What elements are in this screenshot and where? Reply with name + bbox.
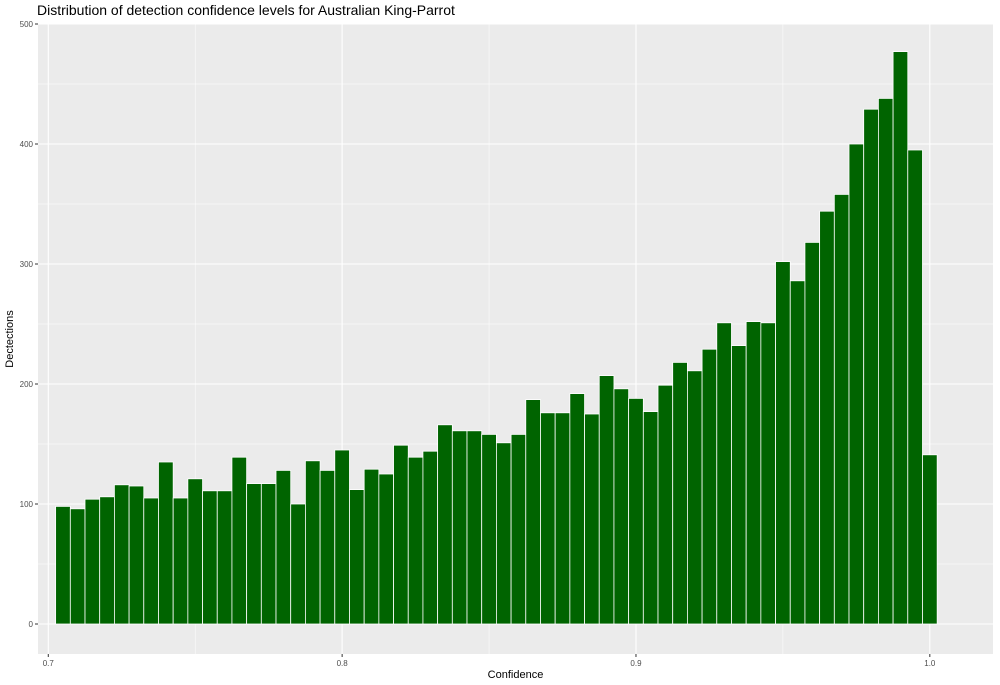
bar: [216, 490, 233, 625]
bar: [495, 442, 512, 625]
bar: [349, 489, 365, 625]
bar: [187, 478, 203, 625]
bar: [422, 450, 439, 625]
bar: [99, 496, 115, 625]
bar: [819, 210, 835, 625]
bar: [510, 433, 527, 625]
bar: [158, 461, 174, 625]
bar: [55, 505, 71, 625]
bar: [451, 430, 468, 625]
bar: [672, 361, 688, 625]
bar: [628, 397, 644, 625]
bar: [922, 454, 938, 625]
y-tick-label: 0: [29, 620, 34, 629]
bar: [804, 241, 821, 625]
bar: [437, 424, 453, 625]
bar: [584, 413, 600, 625]
bar: [334, 449, 350, 625]
bar: [613, 388, 630, 625]
bars: [55, 51, 938, 625]
bar: [863, 108, 879, 625]
y-tick-label: 500: [20, 20, 34, 29]
bar: [304, 460, 321, 625]
bar: [833, 193, 850, 625]
bar: [657, 384, 674, 625]
bar: [731, 345, 747, 625]
x-axis-title: Confidence: [488, 669, 544, 681]
y-axis: 0 100 200 300 400 500: [20, 20, 38, 629]
bar: [701, 348, 718, 625]
y-tick-label: 300: [20, 260, 34, 269]
bar: [260, 483, 277, 625]
bar: [466, 430, 483, 625]
bar: [128, 485, 145, 625]
bar: [525, 399, 541, 625]
chart-title: Distribution of detection confidence lev…: [37, 2, 455, 18]
bar: [598, 375, 615, 625]
x-tick-label: 0.8: [337, 659, 349, 668]
x-axis: 0.7 0.8 0.9 1.0: [43, 654, 936, 668]
y-tick-label: 100: [20, 500, 34, 509]
bar: [687, 370, 703, 625]
bar: [378, 473, 394, 625]
bar: [143, 497, 159, 625]
y-axis-title: Dectections: [4, 310, 16, 368]
bar: [540, 412, 556, 625]
x-tick-label: 0.9: [630, 659, 642, 668]
bar: [231, 456, 248, 625]
bar: [745, 321, 762, 625]
bar: [363, 468, 380, 625]
bar: [246, 483, 262, 625]
bar: [319, 469, 336, 625]
bar: [907, 149, 923, 625]
bar: [554, 412, 571, 625]
x-tick-label: 0.7: [43, 659, 55, 668]
bar: [393, 444, 409, 625]
bar: [84, 498, 101, 625]
x-tick-label: 1.0: [924, 659, 936, 668]
bar: [407, 456, 424, 625]
bar: [114, 484, 130, 625]
bar: [290, 503, 306, 625]
bar: [642, 411, 659, 625]
bar: [481, 433, 497, 625]
y-tick-label: 200: [20, 380, 34, 389]
bar: [878, 98, 894, 625]
bar: [69, 508, 86, 625]
bar: [275, 469, 292, 625]
bar: [848, 143, 865, 625]
bar: [716, 322, 732, 625]
bar: [892, 51, 909, 625]
bar: [775, 261, 791, 625]
bar: [202, 490, 218, 625]
bar: [760, 322, 776, 625]
y-tick-label: 400: [20, 140, 34, 149]
bar: [789, 280, 806, 625]
bar: [172, 497, 189, 625]
bar: [569, 393, 585, 625]
